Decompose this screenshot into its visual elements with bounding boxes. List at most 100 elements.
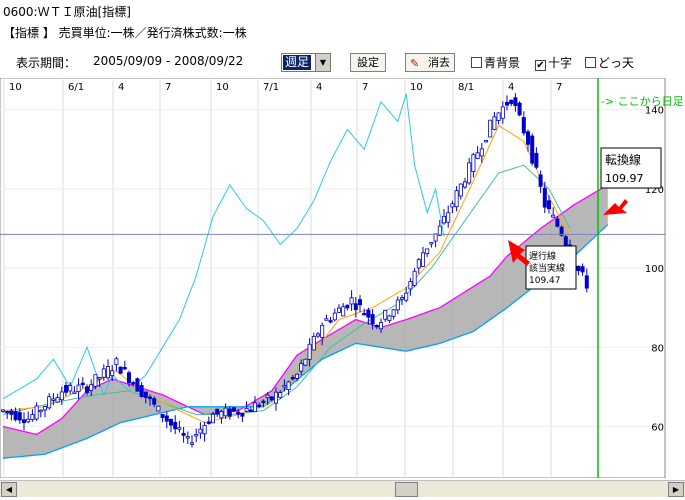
x-tick-label: 7 xyxy=(165,82,171,93)
candle-body xyxy=(164,415,169,422)
candle-body xyxy=(341,306,346,317)
y-tick-label: 140 xyxy=(645,106,664,117)
y-tick-label: 100 xyxy=(645,264,664,275)
candle-body xyxy=(227,408,232,417)
candle-body xyxy=(110,370,115,376)
candle-body xyxy=(446,212,451,223)
candle-body xyxy=(30,414,35,420)
candle-body xyxy=(118,366,123,374)
candle-body xyxy=(559,226,564,236)
blue-bg-label: 青背景 xyxy=(484,56,521,70)
blue-bg-checkbox[interactable]: 青背景 xyxy=(471,54,520,71)
candle-body xyxy=(0,409,6,412)
candle-body xyxy=(542,187,547,208)
candle-body xyxy=(509,99,514,104)
candle-body xyxy=(479,148,484,157)
candle-body xyxy=(47,396,52,409)
span-a-line xyxy=(2,184,609,436)
period-value: 2005/09/09 - 2008/09/22 xyxy=(93,54,244,68)
candle-body xyxy=(521,117,526,134)
candle-body xyxy=(328,320,333,323)
candle-body xyxy=(362,313,367,316)
check-icon[interactable]: ✔ xyxy=(535,60,546,71)
future-label: -> ここから日足 xyxy=(601,95,684,108)
horizontal-scrollbar[interactable]: ◀ ▶ xyxy=(0,480,685,497)
candle-body xyxy=(139,385,144,397)
candle-body xyxy=(530,135,535,164)
checkbox-box[interactable] xyxy=(471,57,482,68)
chikou-callout-box xyxy=(525,245,577,290)
either-checkbox[interactable]: どっ天 xyxy=(585,54,634,71)
scroll-thumb[interactable] xyxy=(395,482,418,497)
x-tick-label: 8/1 xyxy=(458,82,474,93)
candle-body xyxy=(231,407,236,412)
candle-body xyxy=(156,405,161,412)
candle-body xyxy=(273,391,278,404)
candle-body xyxy=(450,203,455,208)
candle-body xyxy=(538,174,543,187)
tenkan-callout-title: 転換線 xyxy=(605,152,641,167)
x-tick-label: 10 xyxy=(9,82,22,93)
candle-body xyxy=(160,413,165,418)
candle-body xyxy=(152,398,157,405)
candle-body xyxy=(240,412,245,417)
candle-body xyxy=(248,409,253,413)
candle-body xyxy=(127,372,132,384)
candle-body xyxy=(101,368,106,378)
candle-body xyxy=(551,214,556,218)
cross-checkbox[interactable]: ✔ 十字 xyxy=(535,54,572,71)
toolbar: 表示期間： 2005/09/09 - 2008/09/22 週足 ▼ 設定 ✎ … xyxy=(0,50,685,74)
candle-body xyxy=(34,405,39,420)
interval-select-value: 週足 xyxy=(283,55,312,70)
checkbox-box[interactable] xyxy=(585,57,596,68)
candle-body xyxy=(492,116,497,130)
interval-select[interactable]: 週足 ▼ xyxy=(281,53,331,72)
chevron-down-icon[interactable]: ▼ xyxy=(315,54,330,71)
scroll-right-icon[interactable]: ▶ xyxy=(668,482,684,497)
candle-body xyxy=(206,421,211,424)
x-tick-label: 4 xyxy=(118,82,124,93)
candle-body xyxy=(122,367,127,370)
erase-button[interactable]: ✎ 消去 xyxy=(405,53,455,72)
candle-body xyxy=(307,343,312,360)
candle-body xyxy=(135,378,140,392)
candle-body xyxy=(357,299,362,306)
candle-body xyxy=(185,436,190,439)
ichimoku-chart[interactable]: 10 6/1 4 7 10 7/1 4 7 10 8/1 4 7 60 80 100 120 140-> ここか… xyxy=(0,78,685,478)
candle-body xyxy=(488,119,493,138)
candle-body xyxy=(147,396,152,399)
candle-body xyxy=(555,218,560,227)
x-tick-label: 7 xyxy=(556,82,562,93)
x-tick-label: 4 xyxy=(316,82,322,93)
candle-body xyxy=(181,432,186,436)
candle-body xyxy=(219,411,224,419)
candle-body xyxy=(399,297,404,300)
candle-body xyxy=(189,442,194,445)
candle-body xyxy=(547,200,552,210)
x-tick-label: 10 xyxy=(410,82,423,93)
settings-button[interactable]: 設定 xyxy=(350,53,386,72)
erase-button-label: 消去 xyxy=(428,56,450,69)
candle-body xyxy=(408,281,413,290)
candle-body xyxy=(269,396,274,401)
candle-body xyxy=(202,425,207,435)
candle-body xyxy=(437,225,442,236)
x-tick-label: 4 xyxy=(508,82,514,93)
scroll-left-icon[interactable]: ◀ xyxy=(1,482,17,497)
chikou-callout-text: 遅行線 xyxy=(529,250,556,262)
chikou-callout-text: 該当実線 xyxy=(529,262,565,274)
y-tick-label: 80 xyxy=(651,343,664,354)
chikou-line xyxy=(2,93,445,400)
candle-body xyxy=(177,427,182,430)
candle-body xyxy=(441,215,446,224)
candle-body xyxy=(13,411,18,421)
candle-body xyxy=(580,266,585,273)
candle-body xyxy=(504,101,509,106)
candle-body xyxy=(563,236,568,248)
candle-body xyxy=(467,162,472,184)
kijun-line xyxy=(2,164,571,416)
candle-body xyxy=(64,385,69,393)
candle-body xyxy=(584,275,589,289)
candle-body xyxy=(210,413,215,424)
candle-body xyxy=(576,265,581,272)
